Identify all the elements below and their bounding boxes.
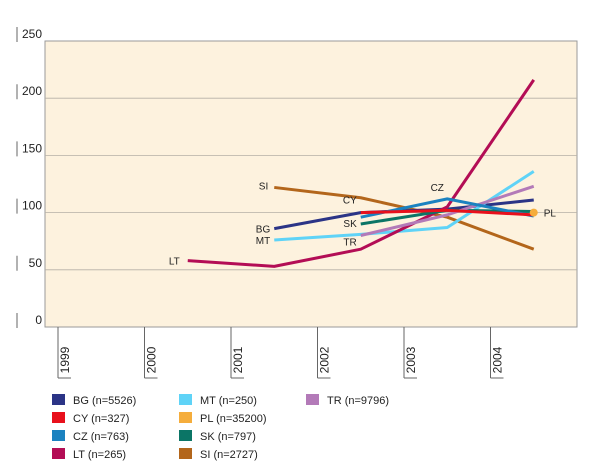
series-label-tr: TR	[343, 237, 356, 248]
y-tick-label: 200	[22, 84, 42, 98]
series-line-cy	[360, 208, 534, 217]
series-label-cz: CZ	[431, 183, 444, 194]
legend-label: BG (n=5526)	[73, 395, 137, 407]
legend-item-si: SI (n=2727)	[179, 448, 258, 464]
series-line-tr	[360, 184, 535, 237]
series-label-sk: SK	[343, 219, 357, 230]
legend: BG (n=5526) CY (n=327) CZ (n=763) LT (n=265…	[52, 394, 389, 464]
legend-item-cz: CZ (n=763)	[52, 430, 129, 446]
legend-label: SI (n=2727)	[200, 449, 258, 461]
plot-area	[44, 40, 578, 328]
legend-label: PL (n=35200)	[200, 413, 267, 425]
legend-label: CZ (n=763)	[73, 431, 129, 443]
legend-item-sk: SK (n=797)	[179, 430, 256, 446]
legend-swatch	[179, 412, 192, 423]
legend-item-tr: TR (n=9796)	[306, 394, 389, 410]
x-tick-label: 1999	[58, 346, 72, 373]
legend-label: CY (n=327)	[73, 413, 130, 425]
legend-swatch	[179, 430, 192, 441]
legend-swatch	[179, 394, 192, 405]
legend-label: MT (n=250)	[200, 395, 257, 407]
legend-item-bg: BG (n=5526)	[52, 394, 136, 410]
x-tick-label: 2004	[491, 346, 505, 373]
x-axis-ticks: 1999 2000 2001 2002 2003 2004	[57, 327, 505, 379]
x-tick-label: 2001	[231, 346, 245, 373]
legend-swatch	[52, 430, 65, 441]
legend-label: SK (n=797)	[200, 431, 256, 443]
x-tick-label: 2002	[318, 346, 332, 373]
legend-item-mt: MT (n=250)	[179, 394, 257, 410]
series-point-pl	[529, 208, 538, 217]
legend-label: LT (n=265)	[73, 449, 127, 461]
series-label-bg: BG	[256, 225, 271, 236]
legend-item-cy: CY (n=327)	[52, 412, 129, 428]
series-line-lt	[187, 79, 535, 268]
legend-label: TR (n=9796)	[327, 395, 390, 407]
legend-swatch	[179, 448, 192, 459]
y-tick-label: 0	[35, 313, 42, 327]
x-tick-label: 2003	[404, 346, 418, 373]
legend-swatch	[52, 394, 65, 405]
series-label-lt: LT	[169, 257, 180, 268]
y-tick-label: 50	[29, 256, 43, 270]
y-tick-label: 250	[22, 27, 42, 41]
y-tick-label: 100	[22, 199, 42, 213]
series-label-cy: CY	[343, 196, 357, 207]
legend-swatch	[52, 412, 65, 423]
legend-item-pl: PL (n=35200)	[179, 412, 267, 428]
series-label-mt: MT	[256, 236, 270, 247]
legend-swatch	[306, 394, 319, 405]
series-lines	[187, 79, 538, 268]
legend-item-lt: LT (n=265)	[52, 448, 126, 464]
series-label-si: SI	[259, 181, 268, 192]
y-tick-label: 150	[22, 141, 42, 155]
x-tick-label: 2000	[145, 346, 159, 373]
legend-swatch	[52, 448, 65, 459]
y-axis-ticks: 0 50 100 150 200 250	[16, 27, 43, 328]
series-label-pl: PL	[544, 209, 557, 220]
